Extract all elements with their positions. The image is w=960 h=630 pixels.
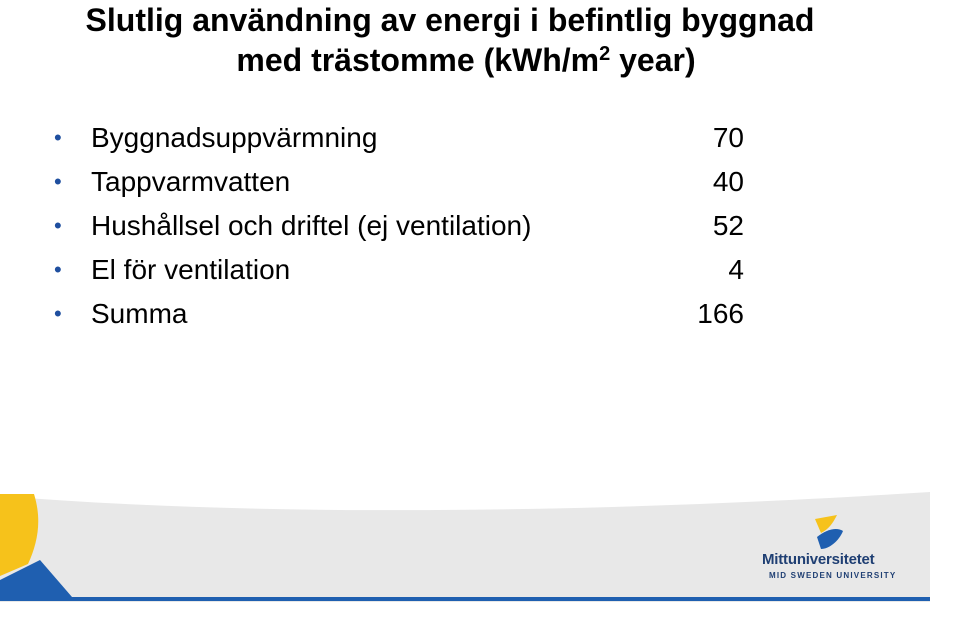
university-logo: Mittuniversitetet MID SWEDEN UNIVERSITY: [762, 515, 902, 585]
list-item: • Tappvarmvatten 40: [54, 160, 774, 204]
item-label: Byggnadsuppvärmning: [91, 122, 378, 153]
bullet-icon: •: [54, 213, 62, 238]
item-label: Tappvarmvatten: [91, 166, 291, 197]
item-value: 4: [728, 254, 744, 285]
item-value: 40: [712, 166, 744, 197]
item-value: 52: [712, 210, 744, 241]
energy-list: • Byggnadsuppvärmning 70 • Tappvarmvatte…: [54, 116, 774, 336]
footer-blue-shape: [0, 560, 72, 597]
title-line-1: Slutlig användning av energi i befintlig…: [85, 2, 815, 38]
footer-gray-band: [0, 492, 930, 602]
item-label: Hushållsel och driftel (ej ventilation): [91, 210, 532, 241]
title-line-2-prefix: med trästomme (kWh/m: [236, 42, 600, 78]
list-item: • El för ventilation 4: [54, 248, 774, 292]
slide-title: Slutlig användning av energi i befintlig…: [0, 0, 930, 80]
list-item: • Byggnadsuppvärmning 70: [54, 116, 774, 160]
logo-mark-icon: [815, 515, 843, 549]
footer-blue-stripe: [0, 597, 930, 601]
bullet-icon: •: [54, 125, 62, 150]
item-value: 166: [697, 298, 744, 329]
title-line-2-suffix: year): [610, 42, 696, 78]
item-label: Summa: [91, 298, 188, 329]
item-value: 70: [712, 122, 744, 153]
bullet-icon: •: [54, 257, 62, 282]
logo-name: Mittuniversitetet: [762, 551, 875, 568]
list-item: • Hushållsel och driftel (ej ventilation…: [54, 204, 774, 248]
list-item: • Summa 166: [54, 292, 774, 336]
bullet-icon: •: [54, 169, 62, 194]
item-label: El för ventilation: [91, 254, 291, 285]
logo-subtitle: MID SWEDEN UNIVERSITY: [769, 571, 897, 580]
title-line-2: med trästomme (kWh/m2 year): [2, 40, 930, 80]
title-superscript: 2: [599, 43, 611, 65]
bullet-icon: •: [54, 301, 62, 326]
footer-decoration: [0, 492, 930, 602]
footer-yellow-shape: [0, 494, 39, 576]
